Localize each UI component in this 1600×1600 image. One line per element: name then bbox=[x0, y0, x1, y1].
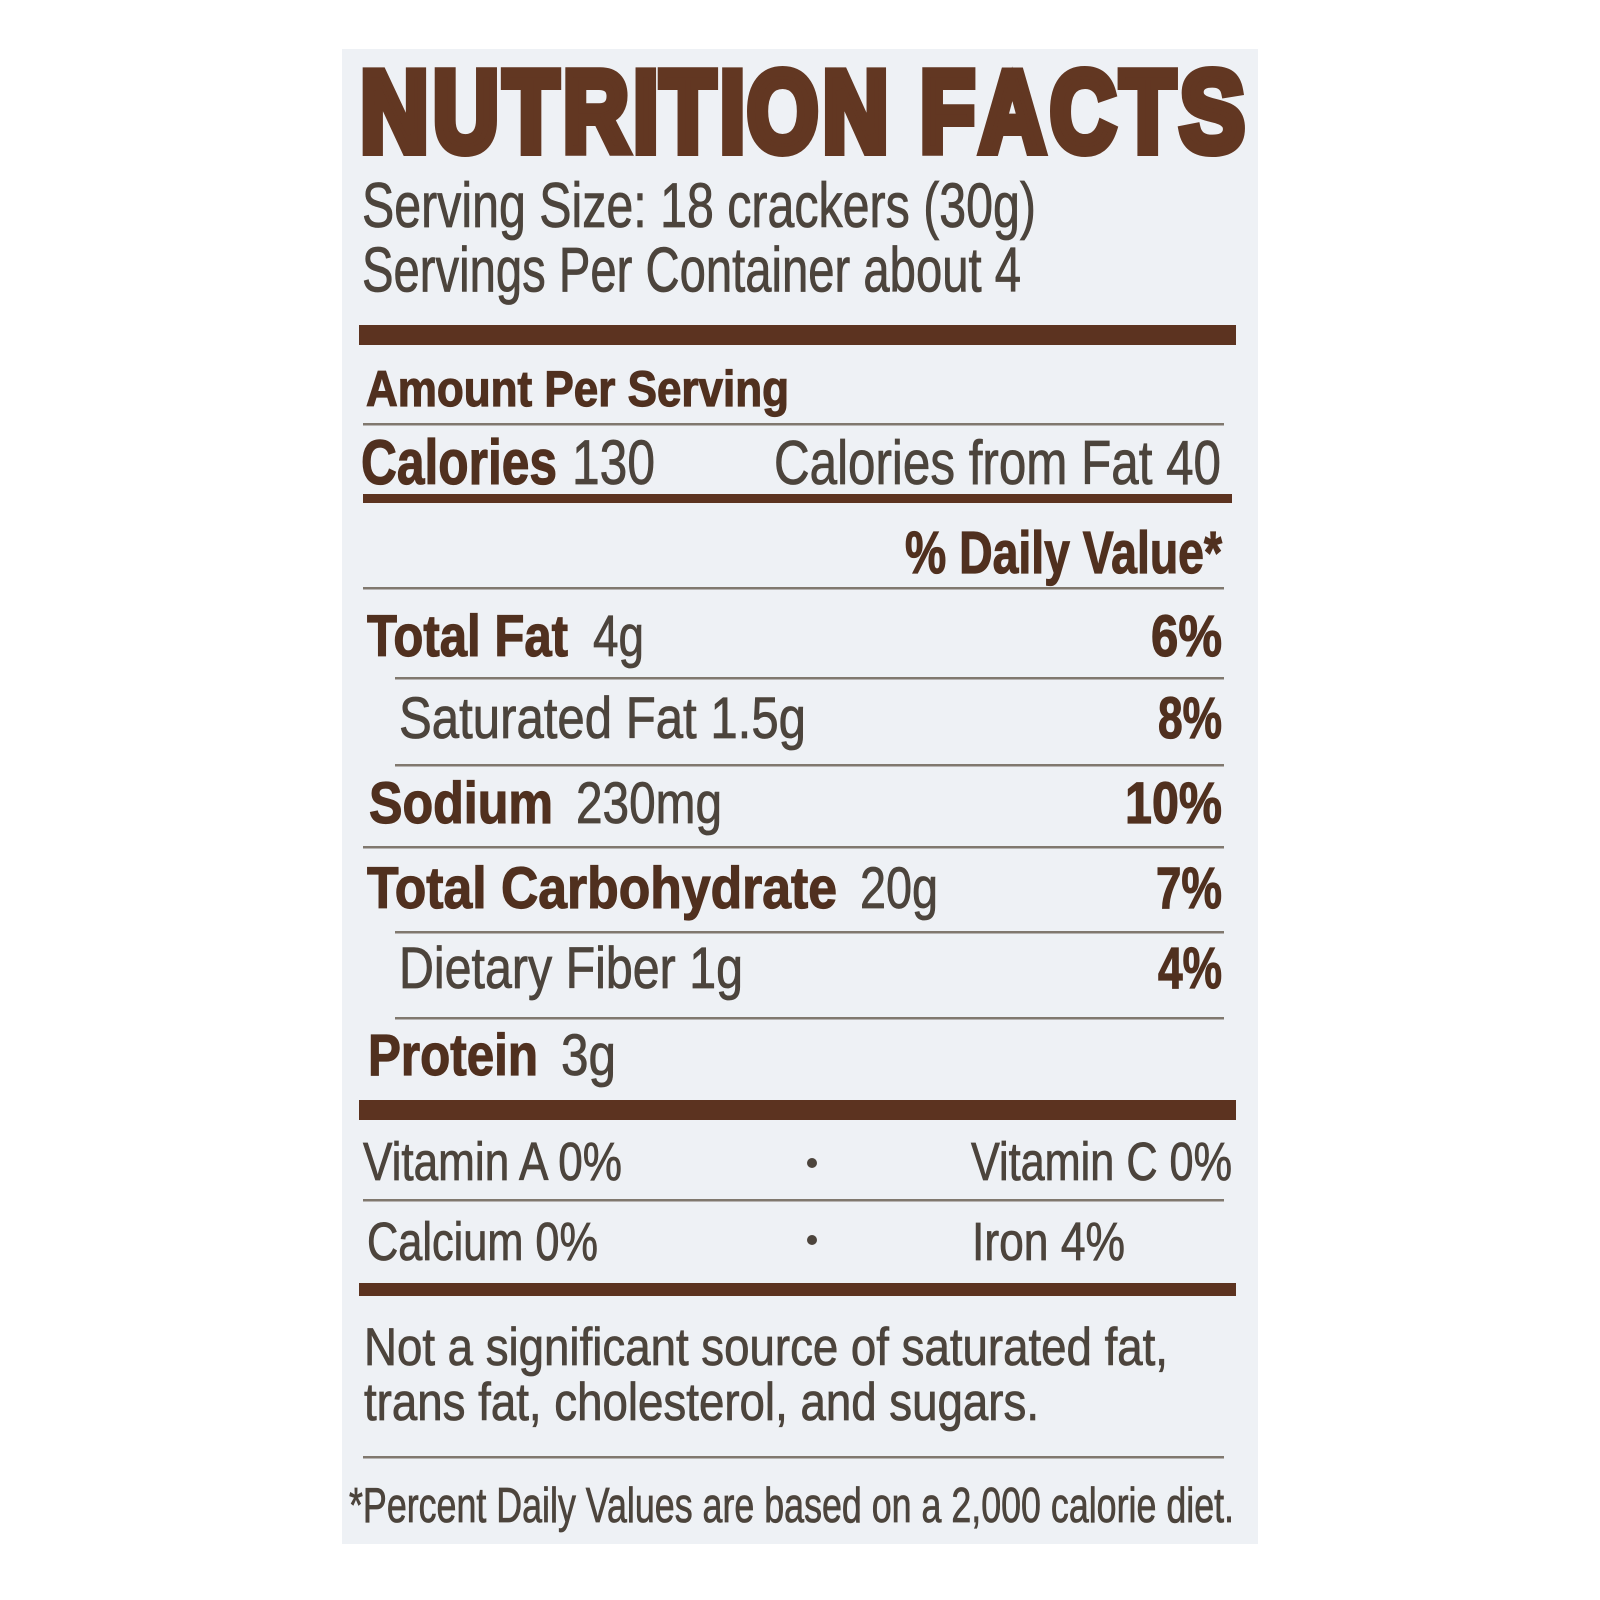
svg-text:Total Carbohydrate: Total Carbohydrate bbox=[367, 856, 837, 921]
svg-text:Total Fat: Total Fat bbox=[367, 604, 568, 669]
svg-text:Not a significant source of sa: Not a significant source of saturated fa… bbox=[364, 1318, 1168, 1377]
svg-text:7%: 7% bbox=[1156, 856, 1222, 921]
svg-text:10%: 10% bbox=[1125, 771, 1222, 836]
svg-text:O: O bbox=[747, 49, 818, 176]
svg-text:Sodium: Sodium bbox=[369, 771, 553, 836]
svg-text:R: R bbox=[563, 49, 628, 176]
svg-text:8%: 8% bbox=[1158, 686, 1222, 751]
svg-text:230mg: 230mg bbox=[576, 771, 722, 836]
svg-text:6%: 6% bbox=[1151, 604, 1222, 669]
svg-text:T: T bbox=[661, 49, 716, 176]
svg-text:T: T bbox=[504, 49, 559, 176]
svg-text:Servings Per Container about 4: Servings Per Container about 4 bbox=[362, 236, 1021, 306]
svg-text:Amount Per Serving: Amount Per Serving bbox=[366, 361, 789, 417]
svg-text:4%: 4% bbox=[1158, 936, 1222, 1001]
svg-text:*Percent Daily Values are base: *Percent Daily Values are based on a 2,0… bbox=[349, 1479, 1234, 1533]
svg-text:I: I bbox=[720, 49, 745, 176]
svg-text:I: I bbox=[634, 49, 659, 176]
svg-text:U: U bbox=[433, 49, 498, 176]
svg-text:N: N bbox=[361, 49, 429, 176]
svg-text:S: S bbox=[1180, 49, 1245, 176]
svg-text:Calcium 0%: Calcium 0% bbox=[367, 1212, 598, 1272]
svg-text:T: T bbox=[1121, 49, 1176, 176]
svg-text:Calories from Fat 40: Calories from Fat 40 bbox=[774, 429, 1221, 498]
svg-text:20g: 20g bbox=[860, 856, 938, 921]
svg-text:Calories: Calories bbox=[361, 428, 557, 498]
svg-text:trans fat, cholesterol, and su: trans fat, cholesterol, and sugars. bbox=[364, 1373, 1039, 1432]
svg-text:130: 130 bbox=[572, 428, 655, 498]
svg-text:N: N bbox=[823, 49, 888, 176]
svg-text:3g: 3g bbox=[561, 1023, 616, 1088]
svg-text:Dietary Fiber 1g: Dietary Fiber 1g bbox=[399, 936, 743, 1001]
svg-text:F: F bbox=[920, 49, 975, 176]
svg-text:Saturated Fat 1.5g: Saturated Fat 1.5g bbox=[399, 686, 806, 751]
svg-text:Protein: Protein bbox=[368, 1023, 538, 1088]
svg-text:4g: 4g bbox=[593, 604, 644, 669]
svg-text:A: A bbox=[980, 49, 1045, 176]
svg-text:Vitamin C 0%: Vitamin C 0% bbox=[971, 1132, 1232, 1192]
svg-text:% Daily Value*: % Daily Value* bbox=[905, 520, 1222, 586]
svg-text:Vitamin A 0%: Vitamin A 0% bbox=[363, 1132, 622, 1192]
svg-text:Iron 4%: Iron 4% bbox=[972, 1212, 1125, 1272]
svg-text:C: C bbox=[1050, 49, 1115, 176]
svg-text:Serving Size: 18 crackers (30g: Serving Size: 18 crackers (30g) bbox=[362, 171, 1036, 241]
